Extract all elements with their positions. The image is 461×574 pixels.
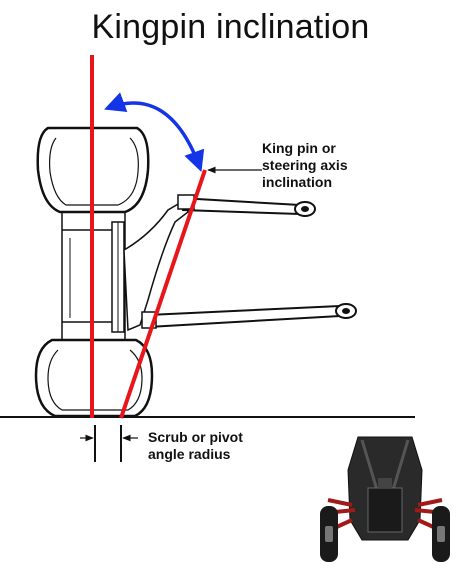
upper-control-arm xyxy=(179,197,301,215)
vehicle-left-wheel-hub xyxy=(325,526,333,542)
steering-axis-line xyxy=(119,169,207,419)
upper-arm-bushing-center xyxy=(301,206,309,212)
steering-knuckle xyxy=(123,198,189,332)
vehicle-right-wheel-hub xyxy=(437,526,445,542)
vehicle-front-panel xyxy=(367,487,403,533)
vehicle-front-view xyxy=(320,436,450,562)
vehicle-front-light xyxy=(378,478,392,488)
scrub-radius-label: Scrub or pivot angle radius xyxy=(148,429,243,462)
lower-tire-inner xyxy=(47,349,143,411)
lower-arm-bushing-center xyxy=(342,308,350,314)
lower-control-arm xyxy=(147,305,341,328)
kingpin-inclination-label: King pin or steering axis inclination xyxy=(262,140,348,190)
vehicle-suspension-arms xyxy=(327,498,443,532)
page-title: Kingpin inclination xyxy=(91,8,370,46)
inclination-angle-arrow xyxy=(104,92,205,172)
